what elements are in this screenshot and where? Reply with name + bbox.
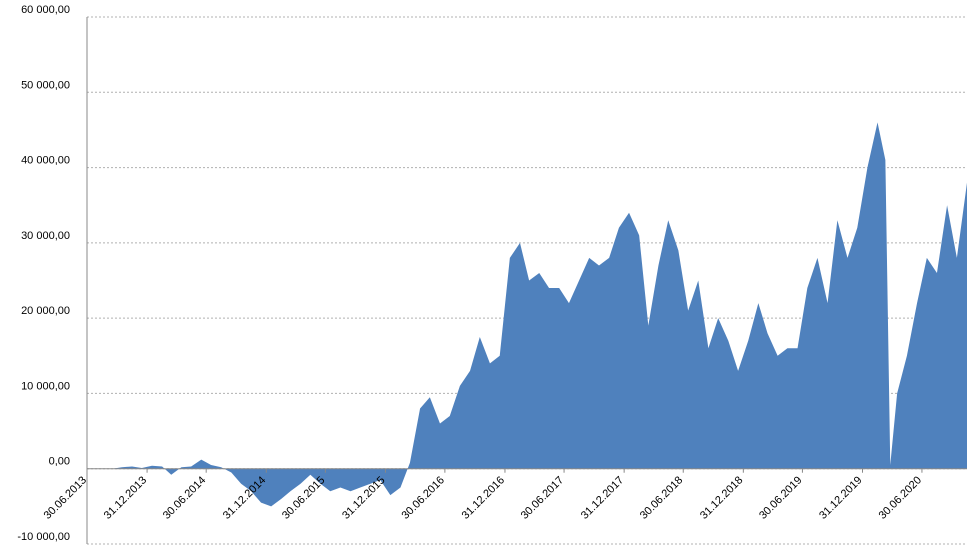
x-tick-label: 30.06.2017	[519, 474, 566, 521]
y-tick-label: 10 000,00	[21, 380, 70, 392]
x-tick-label: 30.06.2013	[42, 474, 89, 521]
x-tick-label: 30.06.2019	[757, 474, 804, 521]
y-tick-label: 30 000,00	[21, 230, 70, 242]
x-tick-label: 31.12.2019	[817, 474, 864, 521]
x-tick-label: 30.06.2018	[638, 474, 685, 521]
y-tick-label: 0,00	[49, 456, 70, 468]
y-tick-label: 60 000,00	[21, 4, 70, 16]
y-tick-label: 20 000,00	[21, 305, 70, 317]
x-tick-label: 31.12.2018	[698, 474, 745, 521]
x-tick-label: 31.12.2016	[460, 474, 507, 521]
x-tick-label: 30.06.2020	[877, 474, 924, 521]
x-tick-label: 31.12.2013	[102, 474, 149, 521]
area	[87, 122, 967, 507]
y-tick-label: 50 000,00	[21, 79, 70, 91]
x-tick-label: 30.06.2016	[400, 474, 447, 521]
y-tick-label: -10 000,00	[17, 531, 70, 543]
x-tick-label: 30.06.2014	[161, 474, 208, 521]
y-tick-label: 40 000,00	[21, 155, 70, 167]
x-tick-label: 31.12.2017	[579, 474, 626, 521]
